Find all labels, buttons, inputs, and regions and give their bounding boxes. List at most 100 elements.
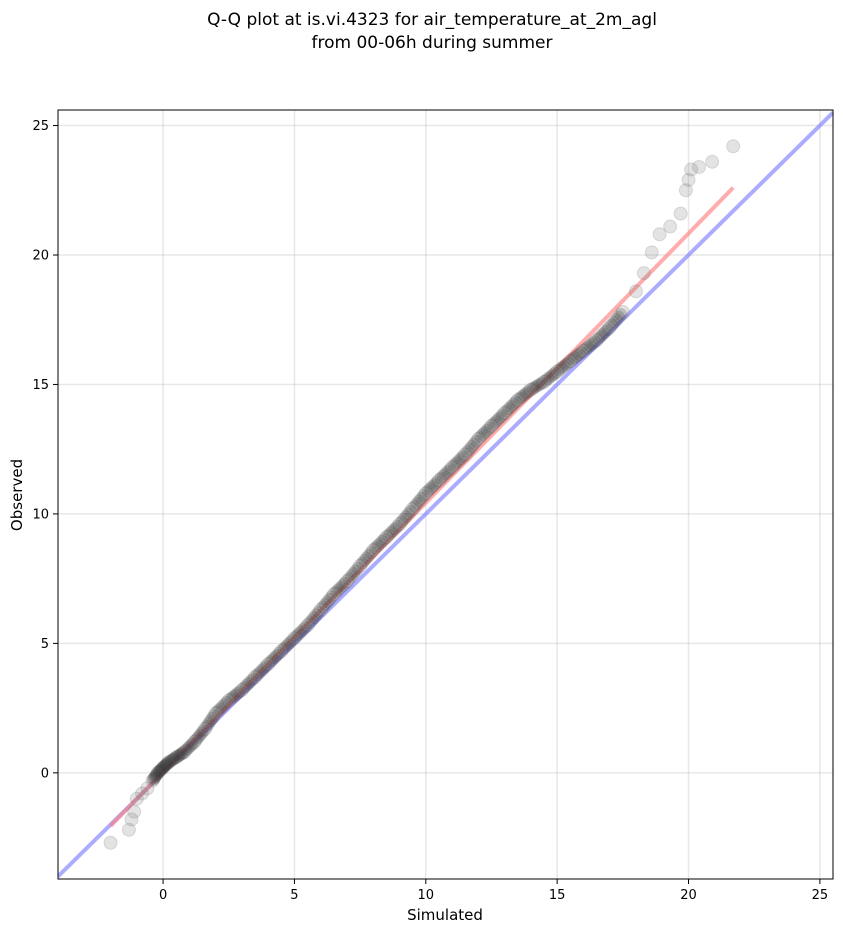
qq-point (528, 380, 542, 394)
grid (58, 110, 833, 879)
qq-point (663, 219, 678, 234)
qq-point (546, 368, 560, 382)
qq-point (231, 686, 245, 700)
qq-point (526, 381, 540, 395)
qq-point (217, 698, 231, 712)
qq-point (379, 530, 394, 545)
qq-point (425, 480, 439, 494)
qq-point (153, 764, 167, 778)
qq-point (161, 755, 176, 770)
x-tick-label-0: 0 (159, 888, 167, 903)
qq-point (397, 512, 411, 526)
qq-point (537, 374, 552, 389)
qq-point (482, 421, 496, 435)
fit-line (109, 186, 735, 828)
qq-point (386, 524, 400, 538)
qq-point (303, 616, 317, 630)
qq-point (581, 340, 595, 354)
qq-point (339, 574, 354, 589)
qq-point (313, 602, 328, 617)
qq-point (298, 620, 312, 634)
qq-point (338, 576, 352, 590)
qq-point (160, 756, 174, 770)
qq-point (208, 706, 223, 721)
qq-point (382, 528, 396, 542)
qq-point (445, 460, 460, 475)
qq-point (176, 746, 190, 760)
qq-point (412, 494, 426, 508)
qq-point (583, 339, 597, 353)
qq-point (239, 679, 253, 693)
x-tick-label-4: 20 (680, 888, 697, 903)
qq-point (458, 447, 473, 462)
qq-point (320, 595, 334, 609)
qq-point (357, 554, 371, 568)
qq-point (127, 804, 142, 819)
qq-point (418, 486, 433, 501)
qq-point (692, 159, 707, 174)
qq-point (408, 499, 422, 513)
qq-point (572, 347, 586, 361)
qq-point (179, 743, 193, 757)
qq-point (436, 469, 450, 483)
qq-point (177, 745, 192, 760)
qq-point (283, 636, 297, 650)
qq-point (544, 370, 558, 384)
qq-point (259, 659, 273, 673)
y-tick-label-5: 25 (32, 119, 49, 134)
qq-point (234, 682, 249, 697)
qq-point (471, 431, 486, 446)
x-axis-label: Simulated (407, 906, 483, 924)
qq-point (563, 354, 578, 369)
qq-point (167, 752, 181, 766)
qq-point (517, 388, 531, 402)
qq-point (601, 323, 615, 337)
qq-point (184, 738, 198, 752)
qq-point (487, 417, 501, 431)
qq-point (200, 719, 214, 733)
qq-point (163, 755, 177, 769)
qq-point (322, 592, 336, 606)
qq-point (548, 366, 562, 380)
qq-point (373, 537, 387, 551)
plot-frame (57, 109, 834, 880)
qq-point (266, 653, 280, 667)
qq-point (609, 313, 623, 327)
qq-point (684, 162, 699, 177)
qq-point (268, 651, 282, 665)
qq-point (602, 320, 617, 335)
chart-title-line-1: Q-Q plot at is.vi.4323 for air_temperatu… (207, 10, 657, 30)
qq-point (504, 399, 518, 413)
qq-point (292, 627, 306, 641)
qq-point (568, 351, 582, 365)
qq-point (149, 768, 163, 782)
qq-point (300, 618, 315, 633)
qq-point (213, 702, 227, 716)
qq-point (443, 462, 457, 476)
qq-point (561, 356, 575, 370)
qq-point (705, 154, 720, 169)
qq-point (460, 445, 474, 459)
qq-point (502, 402, 516, 416)
qq-point (203, 714, 217, 728)
qq-point (592, 331, 606, 345)
x-tick-label-3: 15 (549, 888, 566, 903)
qq-point (279, 640, 293, 654)
qq-point (594, 329, 608, 343)
qq-point (480, 423, 494, 437)
qq-point (513, 391, 527, 405)
y-tick-label-4: 20 (32, 248, 49, 263)
qq-point (371, 539, 385, 553)
qq-point (129, 791, 144, 806)
qq-point (596, 327, 610, 341)
qq-point (375, 535, 389, 549)
qq-point (241, 677, 255, 691)
qq-point (570, 349, 584, 363)
qq-point (388, 522, 402, 536)
qq-point (187, 734, 202, 749)
qq-point (148, 770, 162, 784)
qq-point (395, 515, 409, 529)
qq-point (510, 392, 525, 407)
qq-point (478, 425, 492, 439)
qq-point (550, 364, 565, 379)
